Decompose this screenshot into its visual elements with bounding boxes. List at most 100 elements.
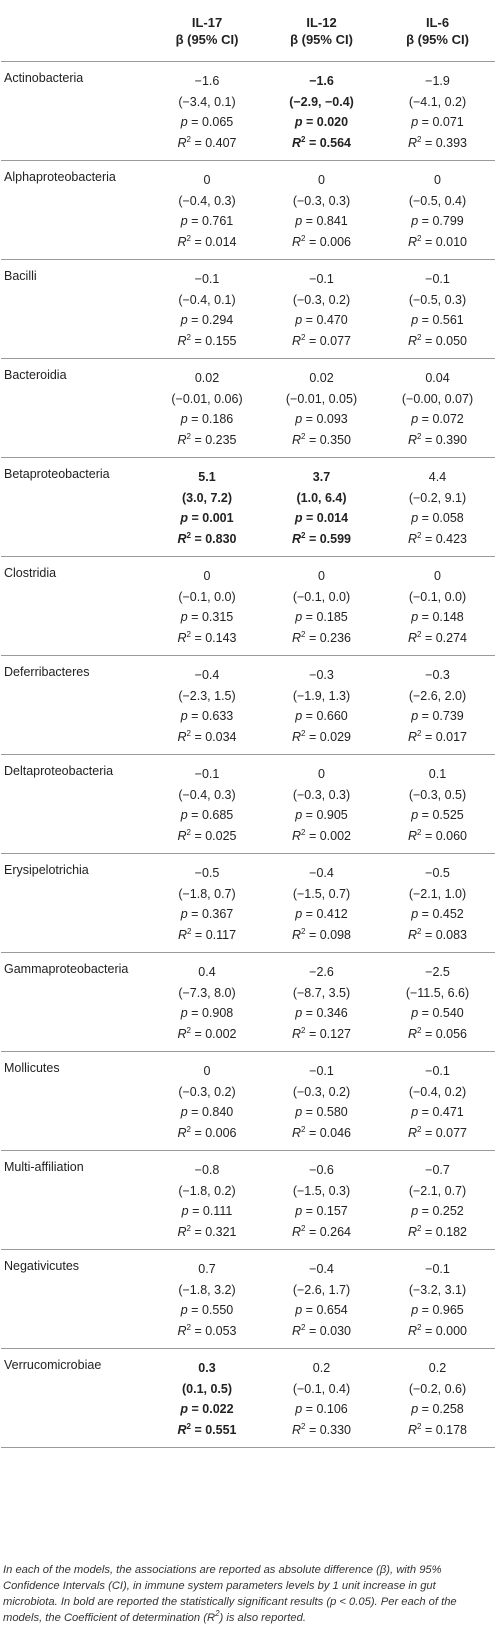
equals-sign: = — [188, 1402, 203, 1416]
taxon-name: Bacilli — [1, 259, 151, 359]
beta-value: 3.7 — [312, 470, 331, 484]
r2-superscript: 2 — [186, 728, 191, 738]
confidence-interval: (−7.3, 8.0) — [178, 985, 236, 1000]
equals-sign: = — [421, 234, 436, 249]
r2-superscript: 2 — [186, 1322, 191, 1332]
equals-sign: = — [190, 1125, 206, 1140]
header-blank — [1, 0, 151, 31]
equals-sign: = — [305, 234, 320, 249]
equals-sign: = — [421, 432, 436, 447]
r2-value: 0.178 — [435, 1422, 467, 1437]
r2-value: 0.050 — [435, 333, 467, 348]
taxon-name: Bacteroidia — [1, 358, 151, 458]
confidence-interval: (−1.8, 3.2) — [178, 1282, 236, 1297]
p-symbol: p — [180, 313, 188, 327]
equals-sign: = — [421, 1026, 436, 1041]
p-value-line: p = 0.654 — [264, 1300, 379, 1321]
cell-il12: −0.3 (−1.9, 1.3) p = 0.660 R2 = 0.029 — [263, 655, 380, 755]
r2-value: 0.564 — [319, 135, 351, 150]
header-il6-sub: β (95% CI) — [380, 31, 495, 62]
cell-il12: 0.02 (−0.01, 0.05) p = 0.093 R2 = 0.350 — [263, 358, 380, 458]
r2-superscript: 2 — [301, 926, 306, 936]
header-il17-sub: β (95% CI) — [151, 31, 263, 62]
equals-sign: = — [302, 610, 317, 624]
r2-symbol: R — [177, 729, 187, 744]
r2-superscript: 2 — [301, 1025, 306, 1035]
cell-il17: −0.1 (−0.4, 0.1) p = 0.294 R2 = 0.155 — [151, 259, 263, 359]
confidence-interval: (−0.3, 0.2) — [178, 1084, 236, 1099]
p-symbol: p — [295, 610, 303, 624]
r2-symbol: R — [291, 135, 302, 150]
equals-sign: = — [188, 511, 203, 525]
header-il17: IL-17 — [191, 15, 223, 30]
equals-sign: = — [418, 610, 433, 624]
p-value-line: p = 0.841 — [264, 211, 379, 232]
r2-symbol: R — [291, 1224, 302, 1239]
r2-symbol: R — [291, 1125, 302, 1140]
r2-symbol: R — [291, 630, 302, 645]
beta-value: −0.1 — [425, 1262, 450, 1276]
r2-line: R2 = 0.551 — [152, 1420, 262, 1441]
r2-value: 0.423 — [435, 531, 467, 546]
cell-il6: −2.5 (−11.5, 6.6) p = 0.540 R2 = 0.056 — [380, 952, 495, 1052]
r2-line: R2 = 0.014 — [152, 232, 262, 253]
cell-il12: 0 (−0.3, 0.3) p = 0.841 R2 = 0.006 — [263, 160, 380, 260]
r2-value: 0.599 — [319, 531, 351, 546]
confidence-interval: (−1.5, 0.3) — [292, 1183, 351, 1198]
confidence-interval: (−0.2, 9.1) — [408, 490, 467, 505]
confidence-interval: (−8.7, 3.5) — [292, 985, 351, 1000]
p-symbol: p — [295, 214, 303, 228]
r2-superscript: 2 — [186, 926, 192, 936]
cell-il6: −0.7 (−2.1, 0.7) p = 0.252 R2 = 0.182 — [380, 1150, 495, 1250]
cell-il12: −2.6 (−8.7, 3.5) p = 0.346 R2 = 0.127 — [263, 952, 380, 1052]
p-symbol: p — [411, 115, 419, 129]
r2-superscript: 2 — [417, 827, 422, 837]
p-symbol: p — [181, 1204, 189, 1218]
p-value: 0.471 — [432, 1105, 464, 1119]
equals-sign: = — [418, 1105, 433, 1119]
beta-value: 0 — [203, 173, 211, 187]
r2-symbol: R — [291, 432, 302, 447]
r2-superscript: 2 — [301, 1124, 306, 1134]
cell-il6: 0.04 (−0.00, 0.07) p = 0.072 R2 = 0.390 — [380, 358, 495, 458]
table-header: IL-17 IL-12 IL-6 β (95% CI) β (95% CI) β… — [1, 0, 495, 62]
p-value-line: p = 0.905 — [264, 805, 379, 826]
r2-line: R2 = 0.002 — [152, 1024, 262, 1045]
cell-il17: −0.5 (−1.8, 0.7) p = 0.367 R2 = 0.117 — [151, 853, 263, 953]
equals-sign: = — [190, 1422, 206, 1437]
r2-line: R2 = 0.274 — [381, 628, 494, 649]
r2-superscript: 2 — [186, 134, 191, 144]
confidence-interval: (−1.8, 0.7) — [178, 886, 236, 901]
p-value-line: p = 0.471 — [381, 1102, 494, 1123]
r2-value: 0.236 — [319, 630, 351, 645]
equals-sign: = — [187, 412, 202, 426]
r2-symbol: R — [407, 729, 418, 744]
cell-il17: −0.4 (−2.3, 1.5) p = 0.633 R2 = 0.034 — [151, 655, 263, 755]
p-value: 0.908 — [201, 1006, 234, 1020]
beta-value: 0.2 — [312, 1361, 331, 1375]
r2-symbol: R — [177, 927, 187, 942]
equals-sign: = — [302, 511, 317, 525]
r2-symbol: R — [291, 828, 302, 843]
confidence-interval: (−0.4, 0.3) — [178, 193, 236, 208]
p-value: 0.294 — [201, 313, 234, 327]
equals-sign: = — [418, 808, 433, 822]
confidence-interval: (−3.4, 0.1) — [178, 94, 236, 109]
p-value: 0.186 — [201, 412, 234, 426]
table-row: Actinobacteria −1.6 (−3.4, 0.1) p = 0.065 R2… — [1, 61, 495, 161]
taxon-name: Betaproteobacteria — [1, 457, 151, 557]
p-value: 0.058 — [432, 511, 464, 525]
p-value: 0.660 — [316, 709, 348, 723]
confidence-interval: (0.1, 0.5) — [181, 1381, 233, 1396]
cell-il12: −0.6 (−1.5, 0.3) p = 0.157 R2 = 0.264 — [263, 1150, 380, 1250]
p-value-line: p = 0.106 — [264, 1399, 379, 1420]
r2-symbol: R — [177, 1422, 187, 1437]
equals-sign: = — [302, 412, 317, 426]
confidence-interval: (−0.3, 0.3) — [292, 193, 351, 208]
p-symbol: p — [180, 907, 188, 921]
p-value-line: p = 0.058 — [381, 508, 494, 529]
beta-value: 0 — [203, 569, 211, 583]
p-value: 0.111 — [202, 1204, 233, 1218]
confidence-interval: (−0.01, 0.05) — [285, 391, 358, 406]
p-value-line: p = 0.346 — [264, 1003, 379, 1024]
